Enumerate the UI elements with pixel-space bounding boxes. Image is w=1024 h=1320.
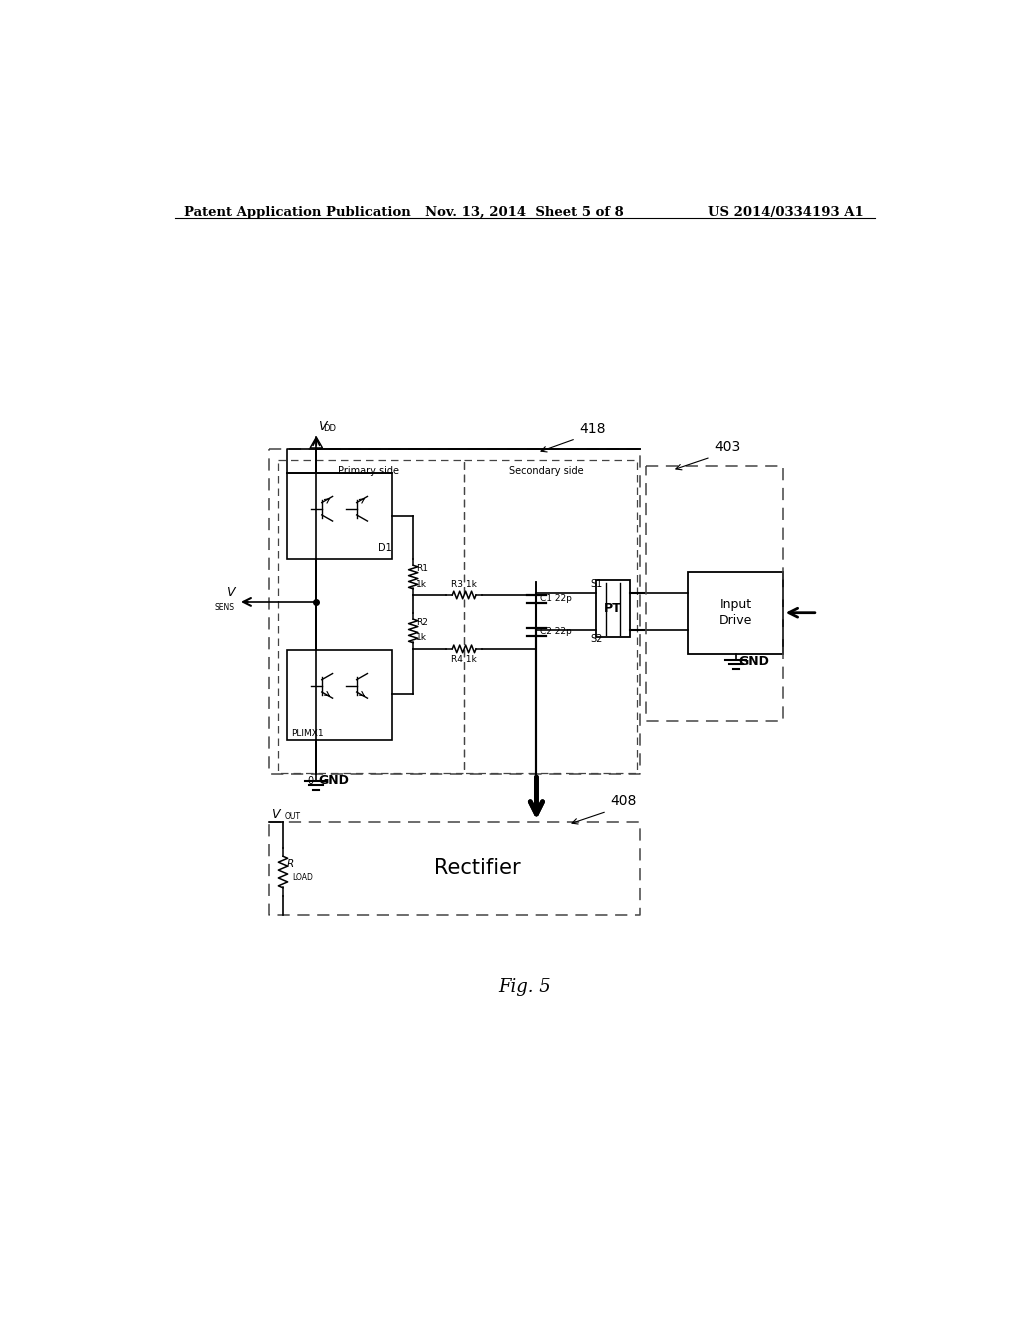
Text: S2: S2	[591, 635, 603, 644]
Text: SENS: SENS	[215, 603, 234, 612]
Text: D1: D1	[378, 544, 391, 553]
Text: PLIMX1: PLIMX1	[291, 729, 324, 738]
Text: 418: 418	[579, 421, 605, 436]
Text: R: R	[287, 859, 294, 869]
Text: Primary side: Primary side	[338, 466, 398, 477]
Bar	[688, 572, 783, 653]
Text: R2: R2	[417, 618, 428, 627]
Text: R1: R1	[417, 565, 428, 573]
Text: US 2014/0334193 A1: US 2014/0334193 A1	[709, 206, 864, 219]
Text: GND: GND	[738, 655, 769, 668]
Text: Secondary side: Secondary side	[509, 466, 584, 477]
Bar	[287, 473, 391, 558]
Text: S1: S1	[591, 579, 603, 589]
Text: Fig. 5: Fig. 5	[499, 978, 551, 997]
Text: OUT: OUT	[285, 812, 301, 821]
Text: R4 1k: R4 1k	[451, 655, 476, 664]
Text: V: V	[317, 420, 327, 433]
Text: Nov. 13, 2014  Sheet 5 of 8: Nov. 13, 2014 Sheet 5 of 8	[425, 206, 625, 219]
Text: 0: 0	[308, 776, 314, 785]
Text: 403: 403	[714, 440, 740, 454]
Text: GND: GND	[318, 775, 349, 788]
Text: 1k: 1k	[417, 634, 427, 643]
Text: Patent Application Publication: Patent Application Publication	[183, 206, 411, 219]
Text: LOAD: LOAD	[292, 873, 313, 882]
Bar	[287, 649, 391, 739]
Text: Input
Drive: Input Drive	[719, 598, 753, 627]
Bar	[596, 581, 630, 638]
Text: V: V	[226, 586, 234, 599]
Text: 1k: 1k	[417, 579, 427, 589]
Text: Rectifier: Rectifier	[434, 858, 521, 878]
Text: R3 1k: R3 1k	[451, 579, 476, 589]
Text: V: V	[271, 808, 280, 821]
Text: DD: DD	[324, 424, 336, 433]
Text: PT: PT	[604, 602, 622, 615]
Text: C1 22p: C1 22p	[541, 594, 572, 603]
Text: 408: 408	[610, 795, 637, 808]
Text: C2 22p: C2 22p	[541, 627, 572, 636]
